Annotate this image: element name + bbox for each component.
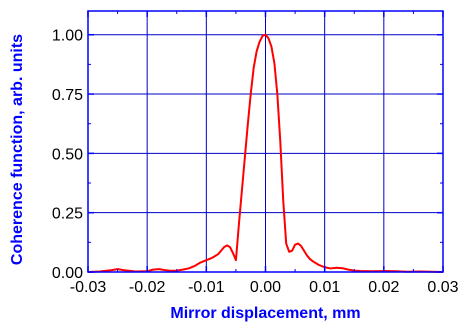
- y-tick-label: 0.25: [52, 206, 83, 223]
- series-layer: [87, 33, 444, 273]
- y-tick-label: 0.00: [52, 265, 83, 282]
- x-tick-label: 0.00: [250, 279, 281, 296]
- y-tick-label: 1.00: [52, 28, 83, 45]
- y-tick-labels: 0.00 0.25 0.50 0.75 1.00: [52, 28, 83, 282]
- tick-marks: [87, 11, 444, 273]
- x-tick-label: -0.02: [129, 279, 166, 296]
- y-axis-title: Coherence function, arb. units: [9, 34, 26, 265]
- x-tick-label: 0.03: [427, 279, 458, 296]
- grid-lines: [88, 11, 443, 272]
- x-tick-label: 0.01: [309, 279, 340, 296]
- coherence-series-line: [87, 33, 444, 273]
- x-tick-label: -0.01: [188, 279, 225, 296]
- x-tick-label: 0.02: [368, 279, 399, 296]
- y-tick-label: 0.50: [52, 146, 83, 163]
- x-tick-label: -0.03: [70, 279, 107, 296]
- x-tick-labels: -0.03 -0.02 -0.01 0.00 0.01 0.02 0.03: [70, 279, 459, 296]
- x-axis-title: Mirror displacement, mm: [170, 305, 360, 322]
- y-tick-label: 0.75: [52, 87, 83, 104]
